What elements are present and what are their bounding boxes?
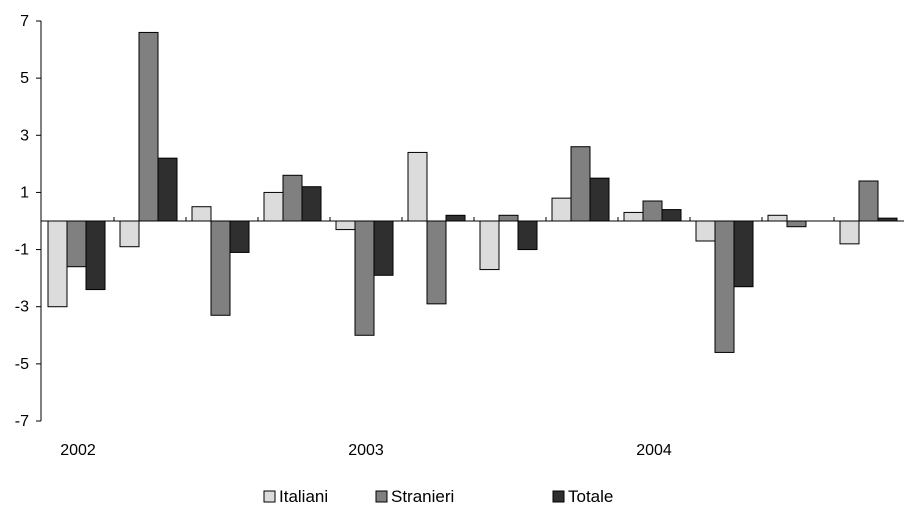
x-tick-label: 2002: [60, 442, 96, 459]
bar-stranieri-9: [643, 201, 662, 221]
x-tick-label: 2003: [348, 442, 384, 459]
bar-stranieri-5: [355, 221, 374, 335]
bar-stranieri-2: [139, 32, 158, 221]
y-tick-label: 5: [20, 70, 29, 87]
bar-totale-8: [590, 178, 609, 221]
bar-totale-4: [302, 187, 321, 221]
bar-italiani-5: [336, 221, 355, 230]
legend-swatch-totale: [553, 491, 564, 502]
bar-italiani-6: [408, 152, 427, 221]
bar-totale-9: [662, 210, 681, 221]
bar-totale-2: [158, 158, 177, 221]
y-tick-label: 1: [20, 184, 29, 201]
bar-stranieri-6: [427, 221, 446, 304]
y-tick-label: -7: [15, 413, 29, 430]
bar-totale-10: [734, 221, 753, 287]
bar-stranieri-11: [787, 221, 806, 227]
bar-totale-1: [86, 221, 105, 290]
bars: [48, 32, 897, 352]
legend-label-italiani: Italiani: [279, 487, 328, 506]
legend: Italiani Stranieri Totale: [264, 487, 613, 506]
bar-italiani-3: [192, 207, 211, 221]
bar-italiani-10: [696, 221, 715, 241]
bar-italiani-8: [552, 198, 571, 221]
bar-stranieri-4: [283, 175, 302, 221]
y-tick-label: 3: [20, 127, 29, 144]
bar-stranieri-8: [571, 147, 590, 221]
bar-italiani-7: [480, 221, 499, 270]
bar-totale-6: [446, 215, 465, 221]
bar-totale-7: [518, 221, 537, 250]
bar-stranieri-10: [715, 221, 734, 352]
y-axis: 7 5 3 1 -1 -3 -5 -7: [15, 13, 41, 430]
y-tick-label: -5: [15, 356, 29, 373]
bar-stranieri-3: [211, 221, 230, 315]
y-tick-label: -3: [15, 299, 29, 316]
bar-italiani-4: [264, 192, 283, 221]
bar-italiani-2: [120, 221, 139, 247]
bar-stranieri-12: [859, 181, 878, 221]
x-tick-label: 2004: [636, 442, 672, 459]
bar-italiani-11: [768, 215, 787, 221]
bar-stranieri-7: [499, 215, 518, 221]
bar-stranieri-1: [67, 221, 86, 267]
bar-italiani-1: [48, 221, 67, 307]
legend-swatch-italiani: [264, 491, 275, 502]
bar-totale-3: [230, 221, 249, 252]
x-axis: 2002 2003 2004: [41, 217, 904, 459]
y-tick-label: 7: [20, 13, 29, 30]
y-tick-label: -1: [15, 242, 29, 259]
legend-label-totale: Totale: [568, 487, 613, 506]
legend-label-stranieri: Stranieri: [391, 487, 454, 506]
bar-italiani-9: [624, 212, 643, 221]
bar-totale-5: [374, 221, 393, 275]
legend-swatch-stranieri: [376, 491, 387, 502]
bar-italiani-12: [840, 221, 859, 244]
